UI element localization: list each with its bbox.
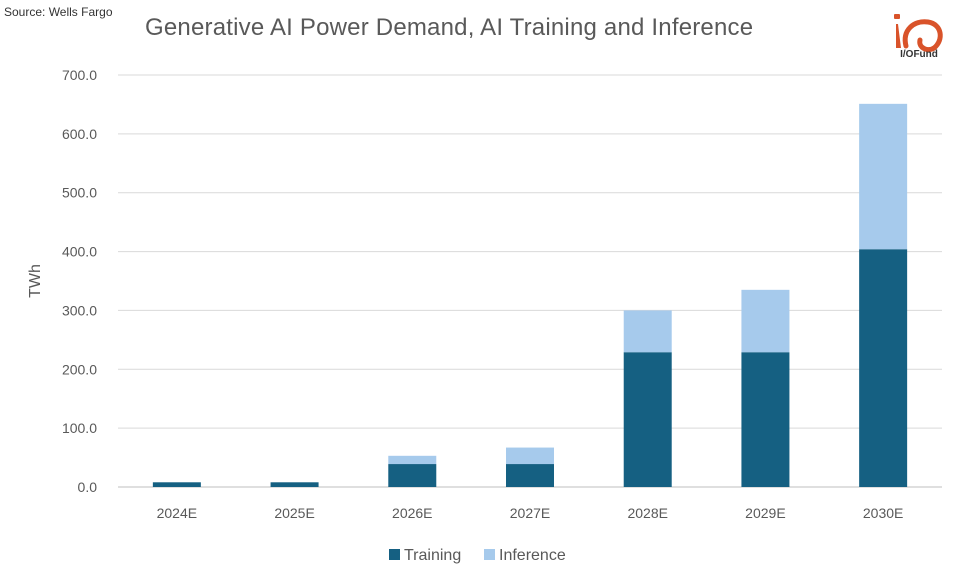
y-axis-label: TWh: [27, 264, 44, 298]
bar-training-2025e: [270, 482, 319, 487]
bar-inference-2029e: [741, 289, 790, 353]
bar-training-2029e: [741, 352, 790, 487]
bar-training-2028e: [623, 352, 672, 487]
x-tick-label: 2025E: [274, 505, 314, 521]
legend-label-training: Training: [404, 547, 461, 564]
x-tick-label: 2030E: [863, 505, 903, 521]
x-tick-label: 2024E: [157, 505, 197, 521]
io-fund-logo-icon: [894, 14, 943, 53]
bar-inference-2026e: [388, 455, 437, 465]
bar-training-2027e: [506, 464, 554, 487]
y-tick-label: 100.0: [62, 420, 97, 436]
source-note: Source: Wells Fargo: [4, 5, 113, 19]
bar-inference-2027e: [506, 447, 554, 465]
y-tick-label: 700.0: [62, 67, 97, 83]
legend-swatch-inference: [484, 549, 495, 560]
bar-training-2030e: [859, 249, 908, 487]
legend-swatch-training: [389, 549, 400, 560]
chart-title: Generative AI Power Demand, AI Training …: [145, 14, 754, 41]
bar-inference-2030e: [859, 103, 908, 250]
x-tick-label: 2028E: [627, 505, 667, 521]
bar-inference-2028e: [623, 310, 672, 353]
bar-training-2024e: [152, 482, 201, 487]
bar-training-2026e: [388, 464, 437, 487]
logo-text: I/OFund: [900, 49, 938, 60]
legend-label-inference: Inference: [499, 547, 566, 564]
x-tick-label: 2027E: [510, 505, 550, 521]
y-tick-label: 400.0: [62, 244, 97, 260]
y-tick-label: 300.0: [62, 302, 97, 318]
x-tick-label: 2029E: [745, 505, 785, 521]
y-tick-label: 500.0: [62, 185, 97, 201]
x-tick-label: 2026E: [392, 505, 432, 521]
y-tick-label: 0.0: [78, 479, 98, 495]
y-tick-label: 200.0: [62, 361, 97, 377]
y-tick-label: 600.0: [62, 126, 97, 142]
